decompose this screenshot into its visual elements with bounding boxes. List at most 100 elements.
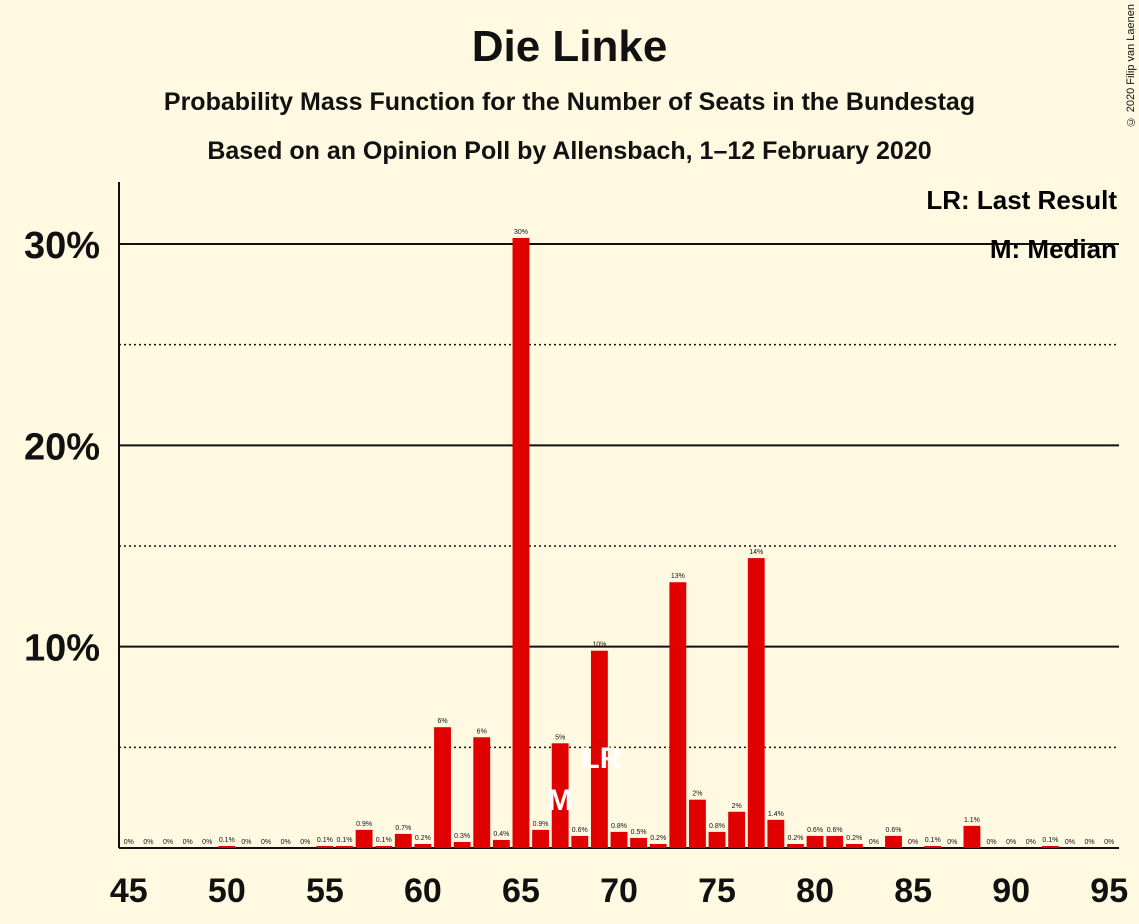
bar xyxy=(924,845,942,848)
x-tick-label: 80 xyxy=(796,872,834,910)
bar xyxy=(630,837,648,848)
bar-value-label: 0% xyxy=(1065,839,1075,846)
bar xyxy=(708,831,726,848)
bar-value-label: 13% xyxy=(671,573,685,580)
bar xyxy=(610,831,628,848)
legend-median: M: Median xyxy=(990,234,1117,264)
x-tick-label: 85 xyxy=(894,872,932,910)
bar xyxy=(767,819,785,848)
bar-value-label: 0% xyxy=(143,839,153,846)
x-tick-label: 45 xyxy=(110,872,148,910)
x-tick-label: 55 xyxy=(306,872,344,910)
bar xyxy=(649,843,667,848)
x-tick-label: 70 xyxy=(600,872,638,910)
bar-value-label: 0% xyxy=(300,839,310,846)
chart-title: Die Linke xyxy=(471,22,668,71)
bar-value-label: 0.1% xyxy=(337,837,353,844)
bar-value-label: 2% xyxy=(692,791,702,798)
bar-value-label: 0.1% xyxy=(925,837,941,844)
bar xyxy=(316,845,334,848)
bar-value-label: 0% xyxy=(124,839,134,846)
bar xyxy=(806,835,824,848)
bar-value-label: 0.9% xyxy=(356,821,372,828)
bar xyxy=(355,829,373,848)
bar-value-label: 0.2% xyxy=(415,835,431,842)
x-tick-label: 50 xyxy=(208,872,246,910)
x-tick-label: 60 xyxy=(404,872,442,910)
bar-value-label: 0.6% xyxy=(886,827,902,834)
y-tick-label: 20% xyxy=(24,426,100,468)
bar-value-label: 0.6% xyxy=(827,827,843,834)
bar-value-label: 5% xyxy=(555,734,565,741)
bar xyxy=(590,650,608,848)
bar-value-label: 0% xyxy=(163,839,173,846)
bar-value-label: 0.5% xyxy=(631,829,647,836)
bar-value-label: 0% xyxy=(986,839,996,846)
bar xyxy=(473,737,491,848)
bar xyxy=(669,582,687,848)
bar-value-label: 0% xyxy=(281,839,291,846)
chart-subtitle-source: Based on an Opinion Poll by Allensbach, … xyxy=(207,137,932,165)
bar-value-label: 0.1% xyxy=(219,837,235,844)
bar-value-label: 0.6% xyxy=(807,827,823,834)
bar-value-label: 0.2% xyxy=(787,835,803,842)
bar-value-label: 0.6% xyxy=(572,827,588,834)
x-tick-label: 65 xyxy=(502,872,540,910)
y-tick-label: 10% xyxy=(24,628,100,670)
bar-value-label: 0% xyxy=(202,839,212,846)
bar xyxy=(1041,845,1059,848)
bar-value-label: 30% xyxy=(514,229,528,236)
bar-value-label: 0.9% xyxy=(533,821,549,828)
bar-value-label: 0% xyxy=(869,839,879,846)
bar-value-label: 0% xyxy=(1026,839,1036,846)
bar-value-label: 0% xyxy=(947,839,957,846)
bar xyxy=(728,811,746,848)
bar-value-label: 10% xyxy=(592,642,606,649)
bar xyxy=(689,799,706,848)
bar xyxy=(532,829,549,848)
last-result-marker: LR xyxy=(581,742,621,775)
bar xyxy=(826,835,844,848)
bar-value-label: 0.1% xyxy=(317,837,333,844)
bar-value-label: 0.8% xyxy=(709,823,725,830)
bar xyxy=(414,843,432,848)
bar xyxy=(787,843,804,848)
bar-value-label: 0% xyxy=(1085,839,1095,846)
bar-value-label: 0.2% xyxy=(650,835,666,842)
bar-value-label: 0.4% xyxy=(493,831,509,838)
x-tick-label: 90 xyxy=(992,872,1030,910)
bar xyxy=(492,839,510,848)
bar xyxy=(512,237,530,848)
bar-value-label: 0.1% xyxy=(376,837,392,844)
bar-value-label: 2% xyxy=(732,803,742,810)
plot-area: 10%20%30%0% 0% 0% 0% 0% 0.1% 0% 0% 0% 0% 0.1% 0.1%0… xyxy=(24,182,1128,910)
bar-value-label: 0% xyxy=(1006,839,1016,846)
bar xyxy=(434,727,451,848)
median-marker: M xyxy=(548,784,573,817)
x-tick-label: 75 xyxy=(698,872,736,910)
bar-value-label: 0.7% xyxy=(395,825,411,832)
y-tick-label: 30% xyxy=(24,225,100,267)
bar-value-label: 0% xyxy=(183,839,193,846)
bar xyxy=(453,841,471,848)
x-tick-label: 95 xyxy=(1090,872,1128,910)
bar-value-label: 6% xyxy=(437,718,447,725)
bar-value-label: 1.1% xyxy=(964,817,980,824)
bar-value-label: 6% xyxy=(477,728,487,735)
bar xyxy=(963,825,981,848)
bar-value-label: 0.3% xyxy=(454,833,470,840)
chart-subtitle: Probability Mass Function for the Number… xyxy=(163,88,976,116)
bar-value-label: 1.4% xyxy=(768,811,784,818)
bar xyxy=(571,835,589,848)
bar xyxy=(885,835,902,848)
bar-value-label: 0% xyxy=(261,839,271,846)
legend-last-result: LR: Last Result xyxy=(926,185,1117,215)
bar xyxy=(747,558,765,848)
bar-value-label: 0% xyxy=(1104,839,1114,846)
bar-value-label: 0.2% xyxy=(846,835,862,842)
bar xyxy=(218,845,236,848)
bar xyxy=(551,743,569,848)
bar xyxy=(336,845,353,848)
bar xyxy=(375,845,393,848)
